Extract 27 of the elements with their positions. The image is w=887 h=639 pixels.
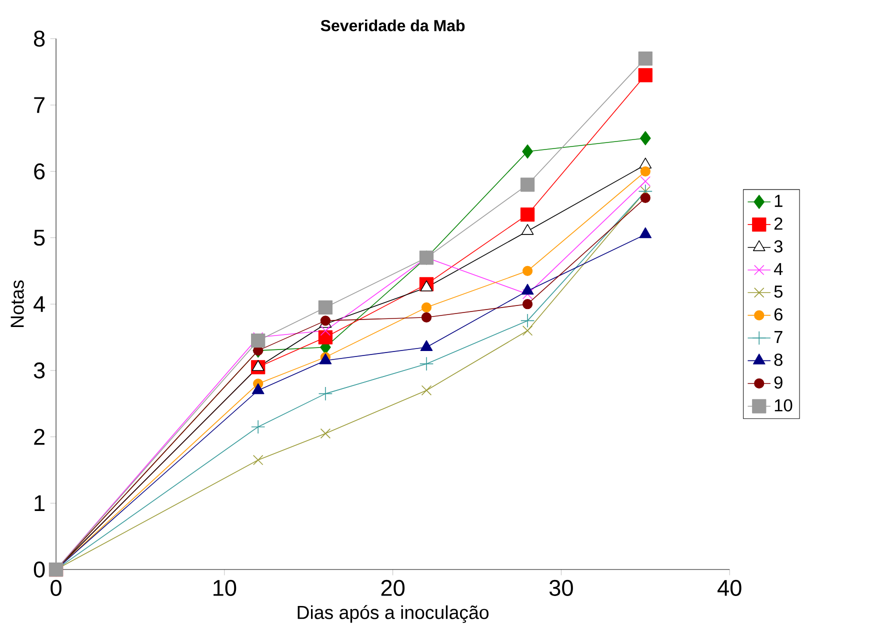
legend-label: 4 xyxy=(774,263,783,276)
x-tick-label: 10 xyxy=(214,580,236,596)
legend-label: 10 xyxy=(774,399,792,412)
x-tick-label: 30 xyxy=(549,580,573,596)
y-tick-label: 4 xyxy=(34,296,45,312)
x-tick-label: 20 xyxy=(381,580,405,596)
legend-label: 8 xyxy=(774,354,782,366)
y-tick-label: 1 xyxy=(34,495,45,512)
x-tick-label: 40 xyxy=(718,580,742,596)
legend-label: 2 xyxy=(774,218,782,230)
y-tick-label: 8 xyxy=(34,30,45,47)
x-tick-label: 0 xyxy=(50,580,62,596)
legend-label: 5 xyxy=(774,286,782,298)
y-tick-label: 2 xyxy=(34,428,44,445)
y-tick-label: 6 xyxy=(34,163,45,180)
legend-label: 3 xyxy=(774,240,782,253)
y-tick-label: 0 xyxy=(34,562,45,578)
y-tick-label: 7 xyxy=(34,97,44,113)
y-axis-title: Notas xyxy=(10,280,24,328)
legend-label: 1 xyxy=(774,194,782,207)
legend-label: 9 xyxy=(774,376,782,389)
legend-label: 6 xyxy=(774,308,782,321)
y-tick-label: 5 xyxy=(34,230,45,246)
y-tick-label: 3 xyxy=(34,362,45,379)
x-axis-title: Dias após a inoculação xyxy=(298,605,489,623)
legend-label: 7 xyxy=(774,331,782,344)
chart-title: Severidade da Mab xyxy=(320,20,465,32)
